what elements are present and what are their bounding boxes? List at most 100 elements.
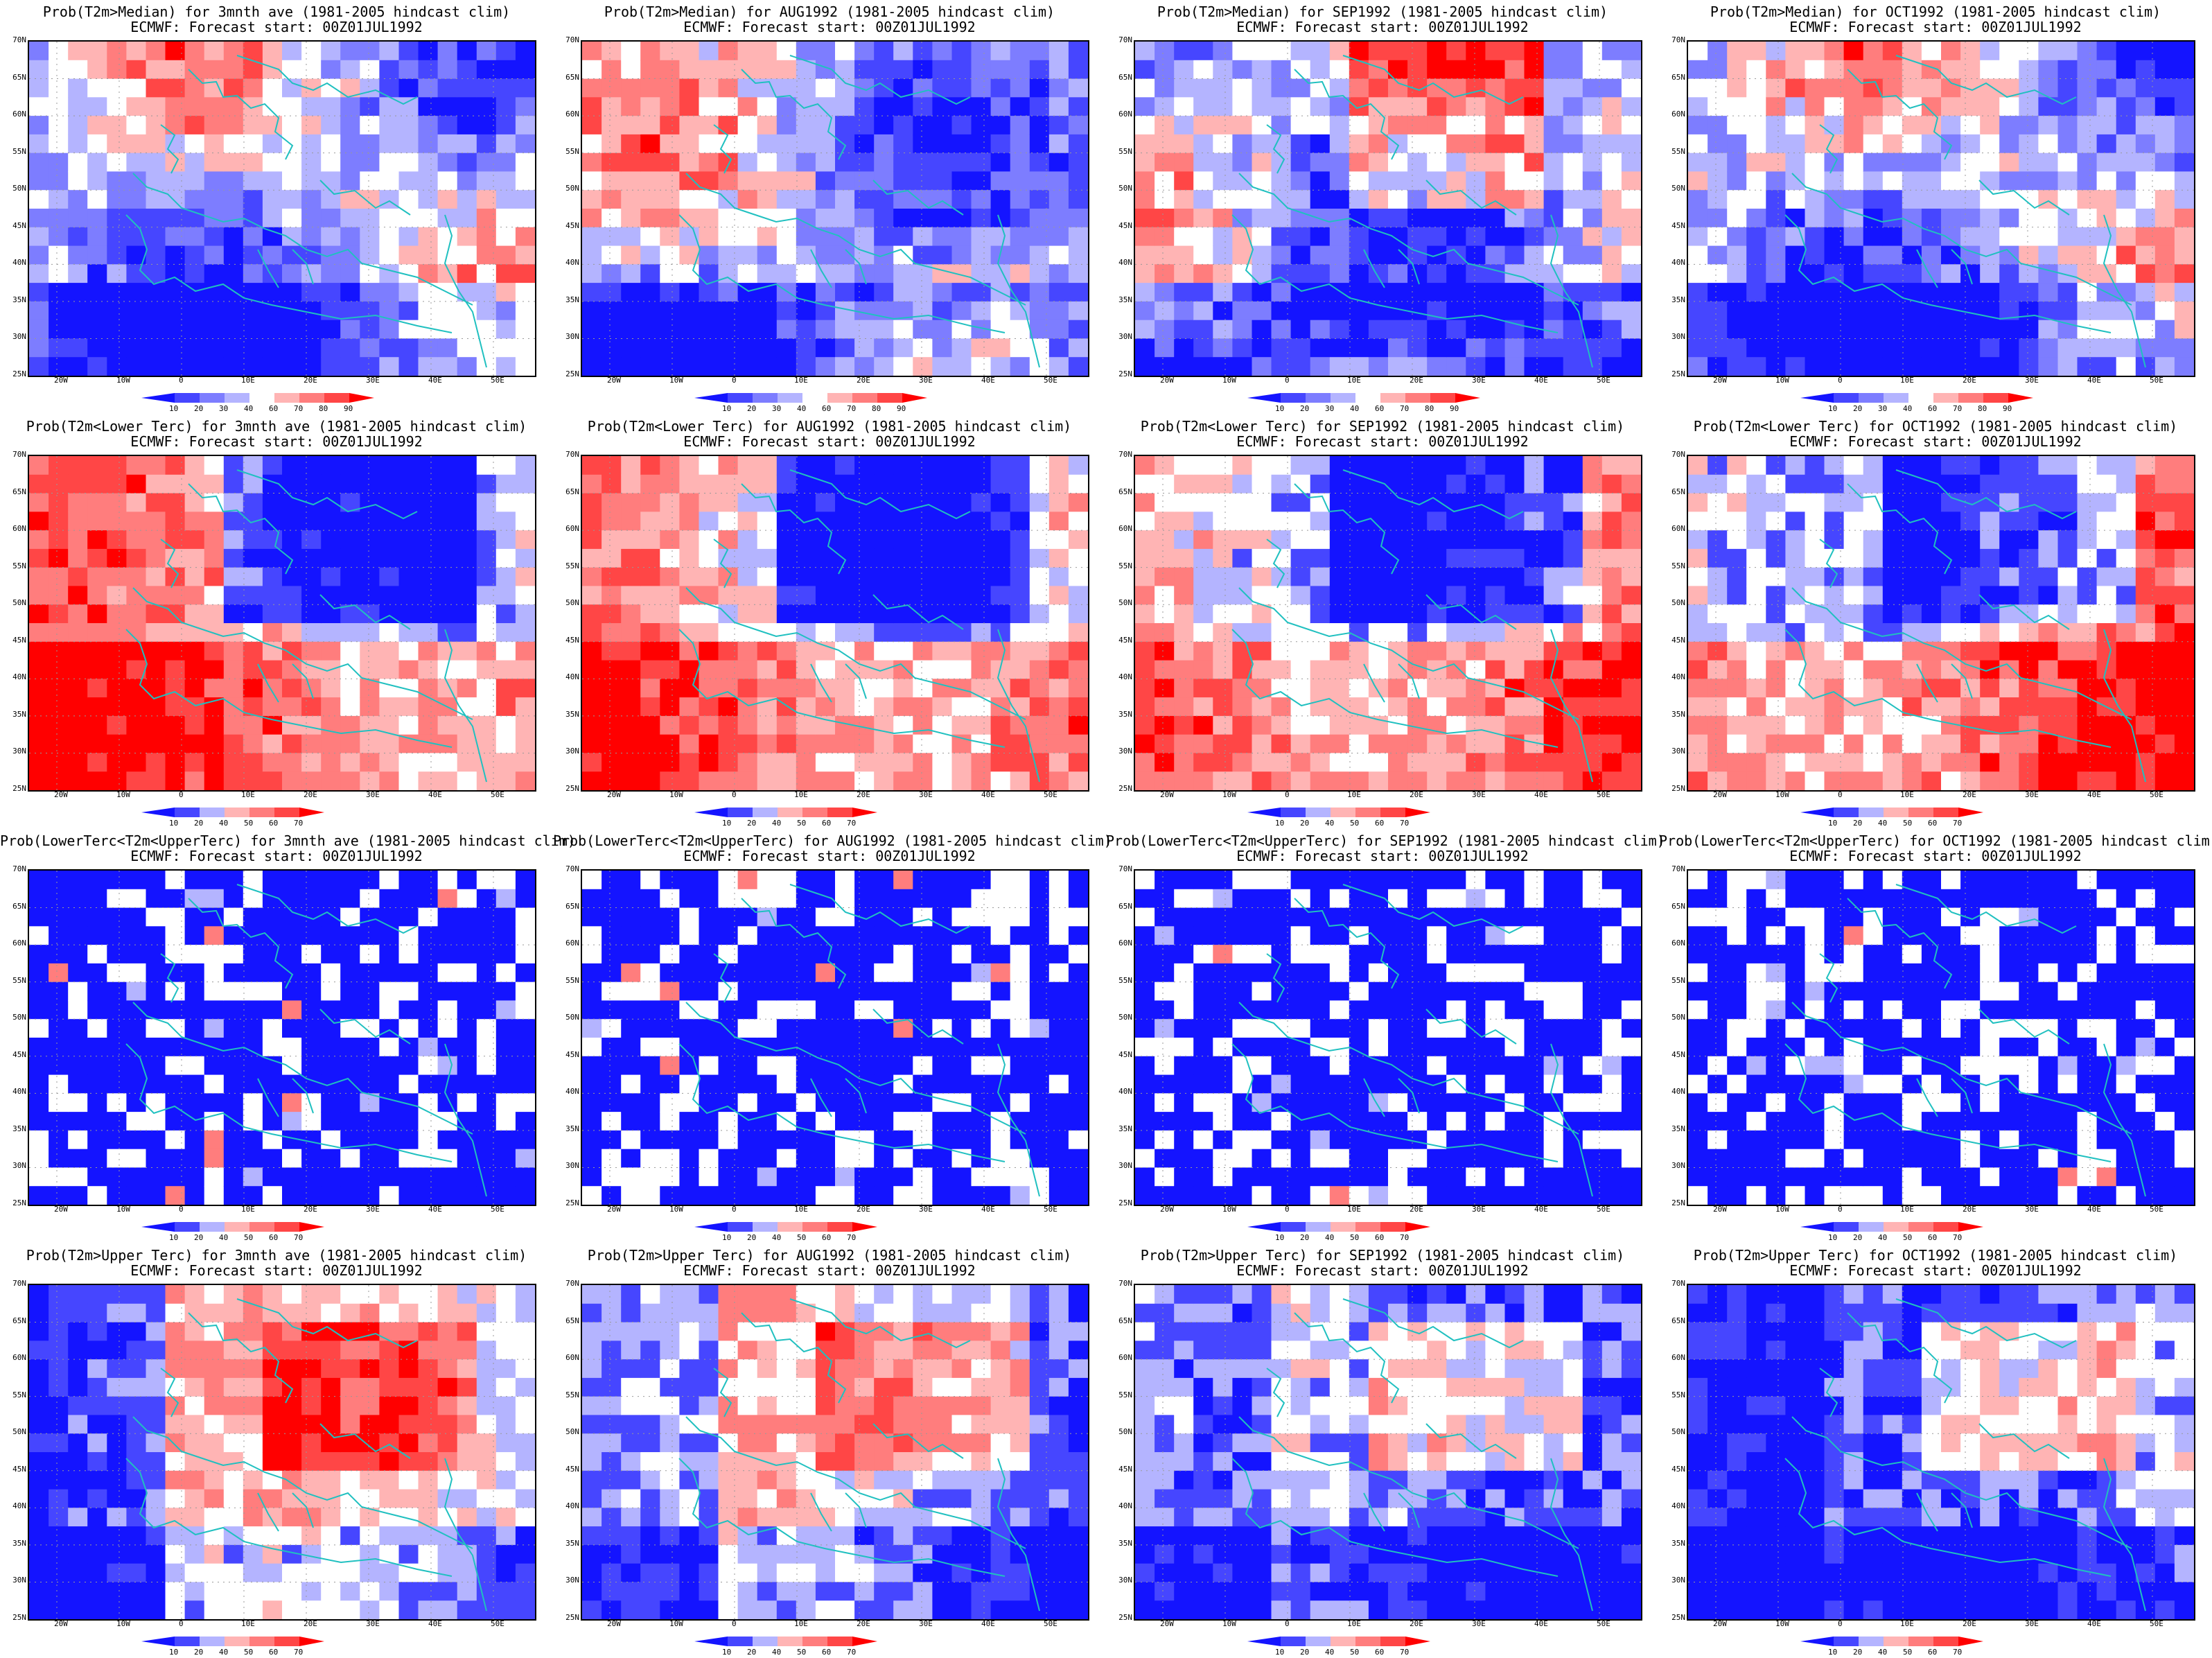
probability-cell [1232, 456, 1253, 475]
probability-cell [262, 171, 283, 191]
probability-cell [321, 586, 341, 605]
probability-cell [68, 97, 88, 116]
probability-cell [660, 530, 680, 550]
probability-cell [582, 456, 602, 475]
probability-cell [1193, 301, 1213, 321]
probability-cell [68, 493, 88, 512]
probability-cell [282, 926, 302, 945]
probability-cell [87, 245, 107, 265]
probability-cell [737, 1000, 758, 1020]
probability-cell [1524, 530, 1545, 550]
probability-cell [2116, 60, 2136, 80]
color-scale-swatch [274, 1222, 299, 1232]
probability-cell [1349, 190, 1369, 209]
probability-cell [1407, 697, 1428, 717]
probability-cell [515, 1167, 535, 1187]
probability-cell [165, 190, 186, 209]
probability-cell [2174, 209, 2194, 228]
probability-cell [398, 456, 419, 475]
probability-cell [854, 320, 875, 340]
lat-tick-label: 25N [565, 784, 579, 793]
lon-tick-label: 20E [304, 1205, 317, 1214]
lon-tick-label: 30E [919, 376, 933, 385]
probability-cell [146, 456, 166, 475]
probability-cell [1135, 209, 1155, 228]
probability-cell [660, 889, 680, 909]
probability-cell [660, 771, 680, 790]
probability-cell [184, 357, 205, 376]
probability-cell [602, 945, 622, 964]
probability-cell [1746, 660, 1766, 679]
probability-cell [1688, 753, 1708, 772]
probability-cell [49, 116, 69, 135]
probability-cell [1960, 456, 1981, 475]
probability-cell [107, 357, 127, 376]
probability-cell [737, 338, 758, 358]
probability-cell [1941, 623, 1961, 643]
color-scale-swatch [225, 808, 249, 817]
probability-cell [951, 623, 972, 643]
probability-cell [893, 320, 913, 340]
probability-cell [621, 301, 641, 321]
probability-cell [29, 945, 49, 964]
probability-cell [204, 679, 225, 698]
probability-cell [1252, 78, 1272, 98]
probability-cell [1941, 78, 1961, 98]
probability-cell [321, 456, 341, 475]
probability-cell [1563, 623, 1583, 643]
probability-cell [1029, 567, 1050, 587]
probability-cell [1524, 548, 1545, 568]
probability-cell [874, 697, 894, 717]
probability-cell [679, 771, 700, 790]
probability-cell [495, 152, 516, 173]
probability-cell [1232, 734, 1253, 754]
probability-cell [243, 963, 263, 983]
probability-cell [282, 604, 302, 624]
probability-cell [29, 493, 49, 512]
probability-cell [1621, 734, 1641, 754]
probability-cell [87, 1074, 107, 1094]
probability-cell [1766, 679, 1786, 698]
probability-cell [1349, 134, 1369, 154]
lon-tick-label: 30E [366, 1205, 380, 1214]
probability-cell [1882, 512, 1903, 531]
probability-cell [1427, 697, 1447, 717]
coastline [1231, 629, 1559, 748]
lat-tick-label: 65N [12, 901, 26, 911]
color-scale-swatch [694, 808, 728, 817]
lat-tick-label: 40N [565, 258, 579, 268]
probability-cell [1688, 357, 1708, 376]
probability-cell [379, 623, 400, 643]
probability-cell [1785, 586, 1806, 605]
probability-cell [932, 227, 953, 247]
probability-cell [1368, 567, 1389, 587]
probability-cell [1727, 604, 1747, 624]
lon-tick-label: 40E [1534, 376, 1548, 385]
probability-cell [835, 530, 855, 550]
probability-cell [1048, 171, 1069, 191]
probability-cell [737, 771, 758, 790]
probability-cell [1843, 152, 1864, 173]
probability-cell [893, 283, 913, 302]
probability-cell [1688, 474, 1708, 494]
probability-cell [1902, 152, 1922, 173]
probability-cell [146, 907, 166, 927]
coastline [678, 629, 1006, 748]
probability-cell [990, 586, 1011, 605]
coastline [810, 663, 832, 703]
probability-cell [1010, 227, 1030, 247]
probability-cell [1310, 97, 1331, 116]
probability-cell [1824, 320, 1845, 340]
probability-cell [854, 60, 875, 80]
probability-cell [1349, 660, 1369, 679]
probability-cell [68, 1167, 88, 1187]
probability-cell [1135, 530, 1155, 550]
probability-cell [854, 209, 875, 228]
probability-cell [1135, 338, 1155, 358]
probability-cell [1902, 493, 1922, 512]
probability-cell [398, 357, 419, 376]
probability-cell [1368, 512, 1389, 531]
probability-cell [776, 623, 797, 643]
probability-cell [418, 586, 439, 605]
probability-cell [874, 78, 894, 98]
